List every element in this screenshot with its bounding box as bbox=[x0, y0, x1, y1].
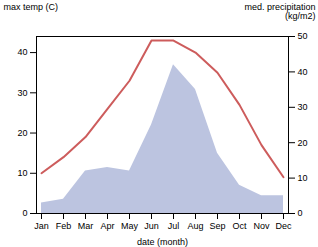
svg-text:20: 20 bbox=[17, 128, 27, 138]
svg-text:Feb: Feb bbox=[56, 221, 72, 231]
svg-text:May: May bbox=[121, 221, 139, 231]
svg-text:Jan: Jan bbox=[34, 221, 49, 231]
svg-text:Jul: Jul bbox=[168, 221, 180, 231]
svg-text:10: 10 bbox=[298, 173, 308, 183]
svg-text:0: 0 bbox=[22, 208, 27, 218]
svg-text:Apr: Apr bbox=[100, 221, 114, 231]
svg-text:Nov: Nov bbox=[253, 221, 270, 231]
svg-text:30: 30 bbox=[298, 102, 308, 112]
svg-text:Sep: Sep bbox=[209, 221, 225, 231]
svg-text:20: 20 bbox=[298, 138, 308, 148]
svg-text:30: 30 bbox=[17, 88, 27, 98]
svg-text:10: 10 bbox=[17, 168, 27, 178]
svg-text:50: 50 bbox=[298, 31, 308, 41]
svg-text:40: 40 bbox=[298, 67, 308, 77]
svg-text:Dec: Dec bbox=[275, 221, 292, 231]
svg-text:40: 40 bbox=[17, 47, 27, 57]
svg-text:Aug: Aug bbox=[187, 221, 203, 231]
svg-text:Jun: Jun bbox=[144, 221, 159, 231]
svg-text:med. precipitation(kg/m2): med. precipitation(kg/m2) bbox=[244, 2, 315, 21]
svg-text:Mar: Mar bbox=[78, 221, 94, 231]
svg-text:0: 0 bbox=[298, 208, 303, 218]
svg-text:Oct: Oct bbox=[232, 221, 247, 231]
svg-text:max temp (C): max temp (C) bbox=[4, 2, 59, 12]
svg-text:date (month): date (month) bbox=[137, 237, 188, 247]
